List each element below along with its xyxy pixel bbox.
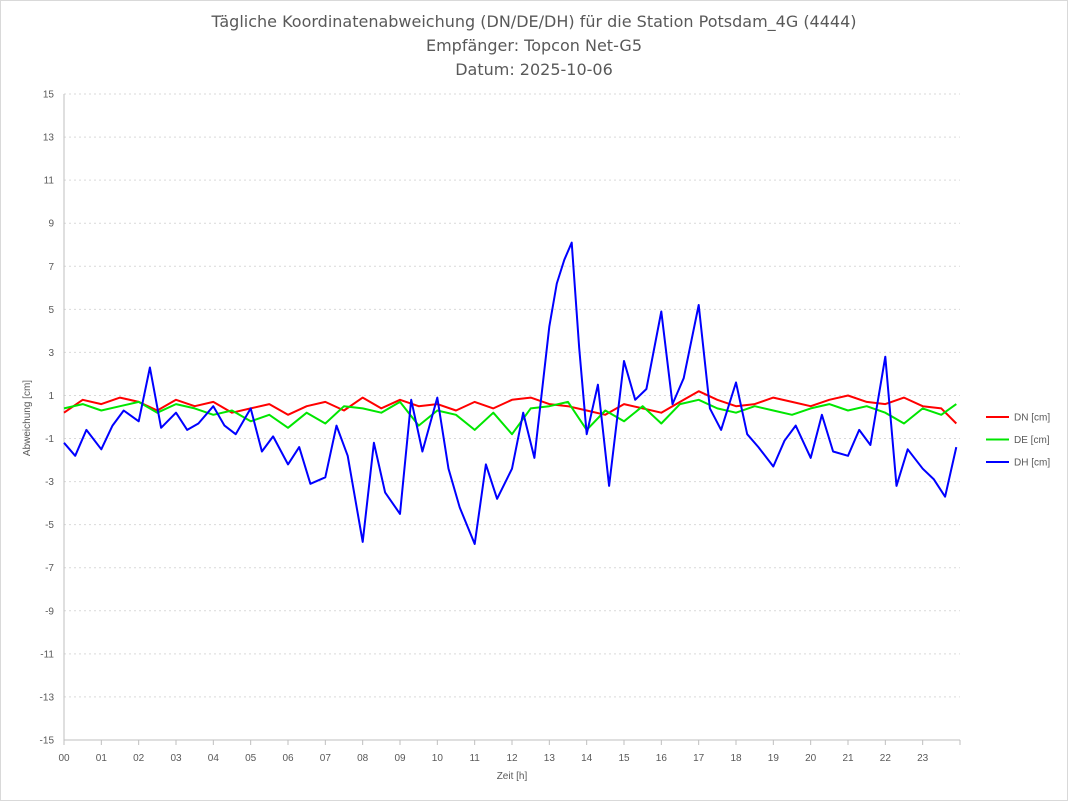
legend-label-dn: DN [cm] — [1014, 413, 1050, 424]
x-tick-label: 13 — [544, 753, 556, 764]
chart-subtitle-date: Datum: 2025-10-06 — [455, 60, 613, 79]
series-line-dn — [63, 390, 958, 425]
y-tick-label: -15 — [40, 736, 55, 747]
gridlines — [64, 93, 960, 741]
chart-subtitle-receiver: Empfänger: Topcon Net-G5 — [425, 36, 643, 55]
y-tick-label: 13 — [43, 133, 55, 144]
x-tick-label: 22 — [880, 753, 892, 764]
y-tick-label: -13 — [40, 692, 55, 703]
legend-label-dh: DH [cm] — [1014, 458, 1050, 469]
x-tick-label: 14 — [581, 753, 593, 764]
x-tick-label: 17 — [693, 753, 705, 764]
y-tick-label: 15 — [43, 90, 55, 101]
x-tick-label: 19 — [768, 753, 780, 764]
x-tick-label: 06 — [282, 753, 294, 764]
chart-title: Tägliche Koordinatenabweichung (DN/DE/DH… — [211, 12, 857, 31]
x-tick-label: 10 — [432, 753, 444, 764]
series-line-dh — [63, 241, 958, 545]
series-lines — [63, 241, 958, 545]
x-tick-label: 05 — [245, 753, 257, 764]
x-tick-label: 23 — [917, 753, 929, 764]
x-tick-label: 18 — [730, 753, 742, 764]
y-tick-label: -5 — [45, 520, 54, 531]
x-tick-label: 20 — [805, 753, 817, 764]
x-tick-label: 03 — [170, 753, 182, 764]
x-tick-label: 02 — [133, 753, 145, 764]
y-tick-label: -1 — [45, 434, 54, 445]
x-tick-label: 04 — [208, 753, 220, 764]
y-tick-label: 9 — [48, 219, 54, 230]
x-tick-label: 12 — [506, 753, 518, 764]
legend-label-de: DE [cm] — [1014, 435, 1050, 446]
y-axis-label: Abweichung [cm] — [22, 380, 33, 456]
y-tick-label: -11 — [40, 649, 54, 660]
y-tick-label: 11 — [44, 176, 55, 187]
y-tick-label: 5 — [48, 305, 54, 316]
y-tick-label: -7 — [45, 563, 54, 574]
y-tick-label: -9 — [45, 606, 54, 617]
y-tick-label: 7 — [48, 262, 54, 273]
y-tick-label: 1 — [48, 391, 54, 402]
series-line-de — [63, 398, 957, 436]
x-tick-label: 08 — [357, 753, 369, 764]
y-tick-label: -3 — [45, 477, 54, 488]
legend: DN [cm] DE [cm] DH [cm] — [986, 413, 1050, 469]
y-tick-label: 3 — [48, 348, 54, 359]
x-tick-label: 01 — [96, 753, 108, 764]
x-tick-label: 07 — [320, 753, 332, 764]
x-tick-label: 00 — [58, 753, 70, 764]
x-axis-label: Zeit [h] — [497, 771, 528, 782]
x-tick-label: 15 — [618, 753, 630, 764]
x-tick-label: 21 — [842, 753, 854, 764]
x-tick-label: 11 — [469, 753, 480, 764]
x-tick-label: 16 — [656, 753, 668, 764]
x-tick-label: 09 — [394, 753, 406, 764]
